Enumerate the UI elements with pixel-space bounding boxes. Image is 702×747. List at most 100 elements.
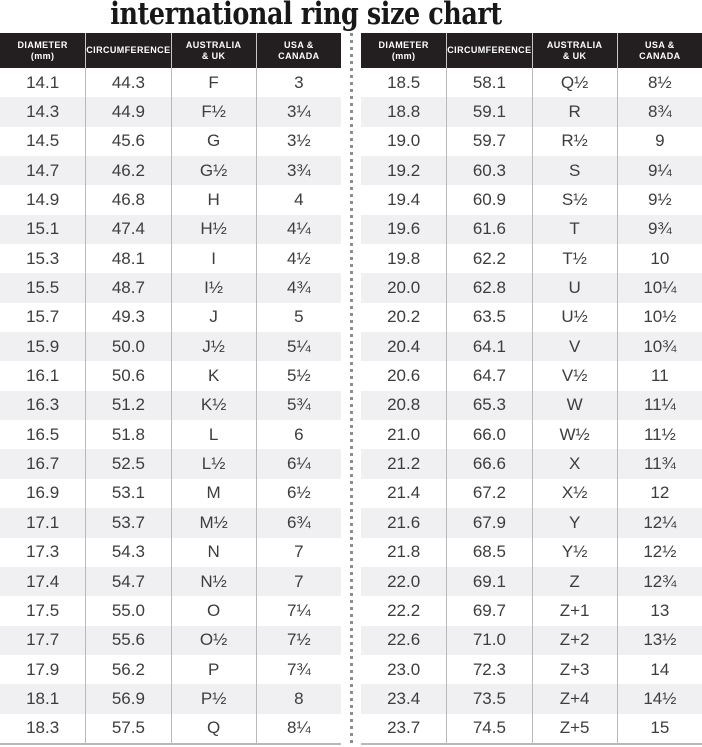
table-cell-australia-uk: Z xyxy=(531,566,617,597)
table-cell-diameter: 15.5 xyxy=(26,278,60,298)
table-cell-australia-uk: K xyxy=(170,361,256,391)
table-row: 16.1 50.6 K 5½ xyxy=(0,361,341,391)
table-cell-diameter: 17.5 xyxy=(26,600,60,620)
header-line2: CANADA xyxy=(639,50,681,61)
dotted-divider xyxy=(349,33,353,745)
table-cell-usa-canada: 7¼ xyxy=(255,596,341,626)
table-cell-australia-uk: V xyxy=(531,332,617,362)
table-row: 17.7 55.6 O½ 7½ xyxy=(0,625,341,655)
table-row: 17.4 54.7 N½ 7 xyxy=(0,566,341,597)
table-cell-diameter: 22.2 xyxy=(387,600,421,620)
header-line1: USA & xyxy=(284,39,314,50)
header-line2: CANADA xyxy=(278,50,320,61)
table-cell-australia-uk: R½ xyxy=(531,126,617,157)
table-row: 17.5 55.0 O 7¼ xyxy=(0,596,341,626)
table-cell-australia-uk: N½ xyxy=(170,566,256,597)
table-header-row: DIAMETER (mm) CIRCUMFERENCE AUSTRALIA & UK US… xyxy=(0,33,341,68)
table-cell-diameter: 19.0 xyxy=(387,131,421,151)
table-cell-circumference: 53.7 xyxy=(85,508,170,538)
table-cell-diameter: 16.5 xyxy=(26,424,60,444)
table-cell-diameter: 16.3 xyxy=(26,395,60,415)
table-cell-usa-canada: 11¾ xyxy=(616,449,702,479)
ring-size-table-left: DIAMETER (mm) CIRCUMFERENCE AUSTRALIA & UK US… xyxy=(0,33,341,745)
table-body: 14.1 44.3 F 3 14.3 44.9 F½ 3¼ 14.5 45.6 G 3½ 14.7 46.… xyxy=(0,68,341,743)
table-cell-australia-uk: R xyxy=(531,97,617,127)
table-row: 15.7 49.3 J 5 xyxy=(0,302,341,333)
table-cell-diameter: 17.1 xyxy=(26,512,60,532)
table-cell-circumference: 67.9 xyxy=(446,508,531,538)
table-cell-usa-canada: 12 xyxy=(616,478,702,509)
table-cell-circumference: 65.3 xyxy=(446,390,531,421)
table-cell-circumference: 72.3 xyxy=(446,654,531,685)
table-cell-circumference: 57.5 xyxy=(85,713,170,743)
table-cell-australia-uk: G xyxy=(170,126,256,157)
table-cell-australia-uk: H xyxy=(170,185,256,215)
table-cell-usa-canada: 12½ xyxy=(616,537,702,567)
table-row: 22.6 71.0 Z+2 13½ xyxy=(361,625,702,655)
table-row: 23.7 74.5 Z+5 15 xyxy=(361,713,702,743)
table-cell-usa-canada: 7 xyxy=(255,537,341,567)
table-row: 16.3 51.2 K½ 5¾ xyxy=(0,390,341,421)
table-cell-australia-uk: T½ xyxy=(531,244,617,274)
table-cell-usa-canada: 4 xyxy=(255,185,341,215)
header-line1: CIRCUMFERENCE xyxy=(86,45,171,55)
table-cell-diameter: 23.4 xyxy=(387,688,421,708)
table-cell-usa-canada: 14½ xyxy=(616,684,702,714)
table-cell-circumference: 49.3 xyxy=(85,302,170,333)
table-cell-diameter: 17.9 xyxy=(26,659,60,679)
table-cell-circumference: 64.1 xyxy=(446,332,531,362)
table-cell-australia-uk: W xyxy=(531,390,617,421)
table-cell-usa-canada: 8½ xyxy=(616,68,702,98)
table-cell-australia-uk: O xyxy=(170,596,256,626)
table-cell-australia-uk: F½ xyxy=(170,97,256,127)
header-line1: AUSTRALIA xyxy=(185,39,242,50)
table-cell-australia-uk: P xyxy=(170,654,256,685)
table-row: 23.4 73.5 Z+4 14½ xyxy=(361,684,702,714)
table-cell-australia-uk: Z+1 xyxy=(531,596,617,626)
table-cell-usa-canada: 12¼ xyxy=(616,508,702,538)
table-cell-usa-canada: 12¾ xyxy=(616,566,702,597)
table-row: 14.7 46.2 G½ 3¾ xyxy=(0,156,341,186)
table-cell-australia-uk: S xyxy=(531,156,617,186)
table-cell-usa-canada: 10½ xyxy=(616,302,702,333)
table-row: 19.0 59.7 R½ 9 xyxy=(361,126,702,157)
table-cell-australia-uk: I½ xyxy=(170,273,256,303)
table-cell-circumference: 55.0 xyxy=(85,596,170,626)
table-cell-circumference: 74.5 xyxy=(446,713,531,743)
table-cell-diameter: 21.2 xyxy=(387,454,421,474)
table-cell-usa-canada: 8 xyxy=(255,684,341,714)
table-row: 18.1 56.9 P½ 8 xyxy=(0,684,341,714)
table-cell-usa-canada: 9½ xyxy=(616,185,702,215)
table-cell-australia-uk: K½ xyxy=(170,390,256,421)
table-cell-circumference: 54.7 xyxy=(85,566,170,597)
header-line1: AUSTRALIA xyxy=(546,39,603,50)
table-row: 18.3 57.5 Q 8¼ xyxy=(0,713,341,743)
table-cell-australia-uk: L½ xyxy=(170,449,256,479)
table-cell-usa-canada: 4¼ xyxy=(255,214,341,245)
table-cell-diameter: 18.3 xyxy=(26,718,60,738)
table-cell-usa-canada: 4½ xyxy=(255,244,341,274)
table-cell-circumference: 56.2 xyxy=(85,654,170,685)
table-cell-australia-uk: F xyxy=(170,68,256,98)
header-line1: CIRCUMFERENCE xyxy=(447,45,532,55)
table-cell-diameter: 15.3 xyxy=(26,248,60,268)
table-row: 20.8 65.3 W 11¼ xyxy=(361,390,702,421)
table-row: 20.6 64.7 V½ 11 xyxy=(361,361,702,391)
table-cell-australia-uk: U xyxy=(531,273,617,303)
header-line2: & UK xyxy=(562,50,587,61)
table-cell-diameter: 20.6 xyxy=(387,366,421,386)
table-row: 21.6 67.9 Y 12¼ xyxy=(361,508,702,538)
table-cell-australia-uk: Y xyxy=(531,508,617,538)
table-row: 14.3 44.9 F½ 3¼ xyxy=(0,97,341,127)
table-cell-diameter: 21.6 xyxy=(387,512,421,532)
table-cell-usa-canada: 8¾ xyxy=(616,97,702,127)
table-cell-australia-uk: V½ xyxy=(531,361,617,391)
table-cell-diameter: 23.0 xyxy=(387,659,421,679)
table-row: 15.5 48.7 I½ 4¾ xyxy=(0,273,341,303)
table-cell-circumference: 60.3 xyxy=(446,156,531,186)
table-cell-circumference: 66.6 xyxy=(446,449,531,479)
table-row: 19.6 61.6 T 9¾ xyxy=(361,214,702,245)
table-cell-usa-canada: 9 xyxy=(616,126,702,157)
table-cell-usa-canada: 15 xyxy=(616,713,702,743)
table-cell-australia-uk: S½ xyxy=(531,185,617,215)
